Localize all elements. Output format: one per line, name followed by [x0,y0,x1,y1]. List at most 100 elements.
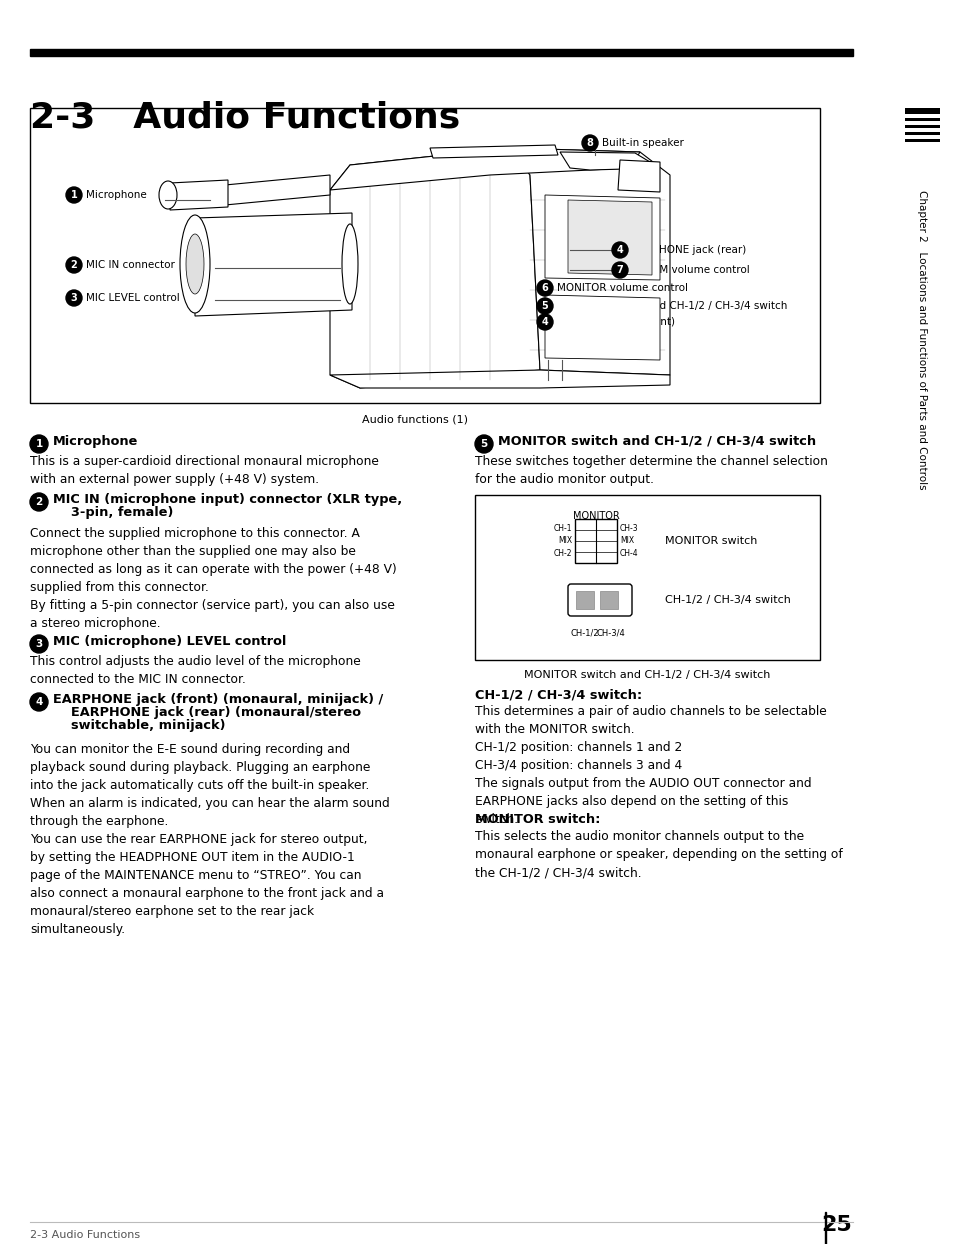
Text: This selects the audio monitor channels output to the
monaural earphone or speak: This selects the audio monitor channels … [475,830,841,880]
Circle shape [30,435,48,453]
Text: 4: 4 [616,245,622,255]
Bar [904,139,939,142]
Text: MONITOR switch and CH-1/2 / CH-3/4 switch: MONITOR switch and CH-1/2 / CH-3/4 switc… [497,435,815,448]
Circle shape [537,313,553,330]
Text: Chapter 2   Locations and Functions of Parts and Controls: Chapter 2 Locations and Functions of Par… [916,190,926,490]
Polygon shape [330,148,539,388]
Text: MONITOR volume control: MONITOR volume control [557,282,687,294]
Text: Connect the supplied microphone to this connector. A
microphone other than the s: Connect the supplied microphone to this … [30,527,396,629]
Text: EARPHONE jack (front) (monaural, minijack) /: EARPHONE jack (front) (monaural, minijac… [53,693,383,707]
Text: MIX: MIX [619,536,634,545]
Circle shape [612,262,627,277]
Text: MIX: MIX [558,536,572,545]
Polygon shape [430,146,558,158]
Text: 7: 7 [616,265,622,275]
Bar [30,49,852,56]
Text: CH-1/2: CH-1/2 [570,629,598,638]
Text: This is a super-cardioid directional monaural microphone
with an external power : This is a super-cardioid directional mon… [30,455,378,486]
Ellipse shape [180,215,210,313]
Text: MONITOR switch and CH-1/2 / CH-3/4 switch: MONITOR switch and CH-1/2 / CH-3/4 switc… [557,301,786,311]
Circle shape [66,187,82,203]
Ellipse shape [341,224,357,304]
FancyBboxPatch shape [567,583,631,616]
Circle shape [537,299,553,313]
Bar [904,132,939,136]
Text: You can monitor the E-E sound during recording and
playback sound during playbac: You can monitor the E-E sound during rec… [30,743,390,935]
Circle shape [581,136,598,151]
Text: Built-in speaker: Built-in speaker [601,138,683,148]
Text: 2-3 Audio Functions: 2-3 Audio Functions [30,1230,140,1240]
Bar [599,591,618,610]
Text: MIC (microphone) LEVEL control: MIC (microphone) LEVEL control [53,634,286,648]
Bar [904,108,939,114]
Text: MONITOR switch and CH-1/2 / CH-3/4 switch: MONITOR switch and CH-1/2 / CH-3/4 switc… [524,671,770,680]
Polygon shape [330,148,639,190]
Bar [475,495,820,661]
Text: 25: 25 [821,1215,851,1235]
Bar [575,519,617,564]
Text: MIC IN (microphone input) connector (XLR type,: MIC IN (microphone input) connector (XLR… [53,493,402,506]
Text: 1: 1 [71,190,77,200]
Text: 3: 3 [35,639,43,649]
Text: MONITOR switch:: MONITOR switch: [475,814,599,826]
Polygon shape [330,369,669,388]
Text: 1: 1 [35,439,43,449]
Polygon shape [544,195,659,280]
Bar [904,118,939,121]
Text: These switches together determine the channel selection
for the audio monitor ou: These switches together determine the ch… [475,455,827,486]
Polygon shape [170,180,228,210]
Text: MIC LEVEL control: MIC LEVEL control [86,294,179,304]
Text: 2: 2 [71,260,77,270]
Text: MIC IN connector: MIC IN connector [86,260,174,270]
Text: CH-2: CH-2 [553,549,572,557]
Ellipse shape [186,234,204,294]
Text: ALARM volume control: ALARM volume control [631,265,749,275]
Bar [576,591,594,610]
Text: Microphone: Microphone [86,190,147,200]
Text: 3: 3 [71,294,77,304]
Bar [30,108,820,403]
Circle shape [475,435,493,453]
Text: CH-1/2 / CH-3/4 switch: CH-1/2 / CH-3/4 switch [664,595,790,605]
Text: 6: 6 [541,282,548,294]
Polygon shape [194,213,352,316]
Text: MONITOR switch: MONITOR switch [664,536,757,546]
Text: CH-1: CH-1 [553,524,572,532]
Ellipse shape [159,180,177,209]
Circle shape [30,634,48,653]
Text: MONITOR: MONITOR [572,511,618,521]
Circle shape [537,280,553,296]
Text: EARPHONE jack (rear): EARPHONE jack (rear) [631,245,745,255]
Circle shape [30,493,48,511]
Text: CH-4: CH-4 [619,549,638,557]
Text: EARPHONE jack (rear) (monaural/stereo: EARPHONE jack (rear) (monaural/stereo [53,705,360,719]
Polygon shape [510,148,669,374]
Text: 4: 4 [35,697,43,707]
Circle shape [612,243,627,258]
Text: 2: 2 [35,498,43,508]
Text: 2-3   Audio Functions: 2-3 Audio Functions [30,100,459,134]
Polygon shape [225,175,330,205]
Text: This control adjusts the audio level of the microphone
connected to the MIC IN c: This control adjusts the audio level of … [30,656,360,685]
Text: Audio functions (1): Audio functions (1) [361,415,468,425]
Text: 3-pin, female): 3-pin, female) [53,506,173,519]
Text: This determines a pair of audio channels to be selectable
with the MONITOR switc: This determines a pair of audio channels… [475,705,826,826]
Text: Microphone: Microphone [53,435,138,448]
Text: 5: 5 [541,301,548,311]
Circle shape [66,258,82,272]
Bar [904,124,939,128]
Circle shape [66,290,82,306]
Polygon shape [559,152,659,170]
Bar [824,1212,825,1244]
Text: CH-3/4: CH-3/4 [596,629,625,638]
Text: 5: 5 [480,439,487,449]
Polygon shape [618,160,659,192]
Text: switchable, minijack): switchable, minijack) [53,719,225,731]
Text: CH-3: CH-3 [619,524,638,532]
Text: CH-1/2 / CH-3/4 switch:: CH-1/2 / CH-3/4 switch: [475,688,641,702]
Text: 8: 8 [586,138,593,148]
Polygon shape [544,295,659,360]
Text: EARPHONE jack (front): EARPHONE jack (front) [557,317,675,327]
Circle shape [30,693,48,712]
Polygon shape [567,200,651,275]
